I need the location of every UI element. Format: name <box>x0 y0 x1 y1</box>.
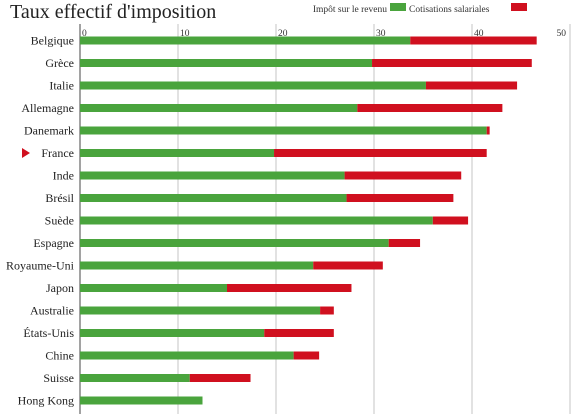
bar-income-tax-12 <box>80 306 321 315</box>
category-label: États-Unis <box>23 326 74 340</box>
x-tick-label: 30 <box>376 29 386 39</box>
bar-income-tax-4 <box>80 126 487 135</box>
x-tick-label: 40 <box>474 29 484 39</box>
bar-income-tax-11 <box>80 284 227 292</box>
bar-social-contributions-0 <box>410 36 537 45</box>
bar-social-contributions-3 <box>357 104 503 112</box>
bar-social-contributions-11 <box>227 284 352 292</box>
category-label: Suède <box>45 214 74 228</box>
legend-label-social-contributions: Cotisations salariales <box>409 5 490 15</box>
bar-social-contributions-9 <box>388 239 421 247</box>
category-label: Brésil <box>45 191 74 205</box>
bar-income-tax-15 <box>80 374 190 382</box>
bar-social-contributions-2 <box>425 81 518 90</box>
legend-label-income-tax: Impôt sur le revenu <box>313 5 387 15</box>
bar-income-tax-2 <box>80 81 426 90</box>
category-label: Suisse <box>43 371 74 385</box>
bar-income-tax-6 <box>80 171 345 180</box>
category-label: Belgique <box>31 34 74 48</box>
bar-social-contributions-15 <box>189 374 251 382</box>
x-tick-label: 0 <box>82 29 87 39</box>
x-tick-label: 20 <box>278 29 288 39</box>
category-label: Espagne <box>33 236 74 250</box>
bar-social-contributions-13 <box>264 329 334 337</box>
category-label: Allemagne <box>21 101 74 115</box>
bar-social-contributions-4 <box>486 126 490 135</box>
bar-social-contributions-10 <box>313 261 383 270</box>
x-axis: 0 10 20 30 40 50 <box>82 29 566 39</box>
bar-income-tax-9 <box>80 239 389 247</box>
bar-social-contributions-1 <box>372 59 532 67</box>
y-axis: Belgique Grèce Italie Allemagne Danemark Fran… <box>6 34 75 408</box>
category-label: Japon <box>46 281 74 295</box>
bar-social-contributions-7 <box>346 194 454 202</box>
category-label: Danemark <box>24 124 74 138</box>
category-label: Grèce <box>45 56 74 70</box>
category-label: Hong Kong <box>18 394 74 408</box>
bar-social-contributions-5 <box>274 149 487 157</box>
bar-income-tax-14 <box>80 351 294 360</box>
bar-social-contributions-12 <box>320 306 334 315</box>
legend-swatch-social-contributions <box>511 3 527 11</box>
bar-social-contributions-6 <box>344 171 462 180</box>
category-label: Chine <box>45 349 74 363</box>
bar-income-tax-10 <box>80 261 314 270</box>
bar-social-contributions-14 <box>293 351 320 360</box>
legend-swatch-income-tax <box>390 3 406 11</box>
bar-series <box>80 36 537 405</box>
category-label: Australie <box>30 304 74 318</box>
highlight-marker-icon <box>22 148 30 158</box>
bar-income-tax-0 <box>80 36 411 45</box>
bar-income-tax-5 <box>80 149 275 157</box>
x-tick-label: 10 <box>180 29 190 39</box>
bar-income-tax-1 <box>80 59 373 67</box>
category-label: Inde <box>53 169 74 183</box>
bar-income-tax-7 <box>80 194 347 202</box>
chart-legend: Impôt sur le revenu Cotisations salarial… <box>313 3 527 15</box>
category-label: France <box>41 146 74 160</box>
x-tick-label: 50 <box>557 29 567 39</box>
bar-income-tax-16 <box>80 396 203 405</box>
bar-income-tax-3 <box>80 104 358 112</box>
bar-income-tax-13 <box>80 329 265 337</box>
category-label: Italie <box>49 79 74 93</box>
bar-income-tax-8 <box>80 216 433 225</box>
category-label: Royaume-Uni <box>6 259 75 273</box>
chart-title: Taux effectif d'imposition <box>10 1 216 23</box>
bar-social-contributions-8 <box>432 216 469 225</box>
